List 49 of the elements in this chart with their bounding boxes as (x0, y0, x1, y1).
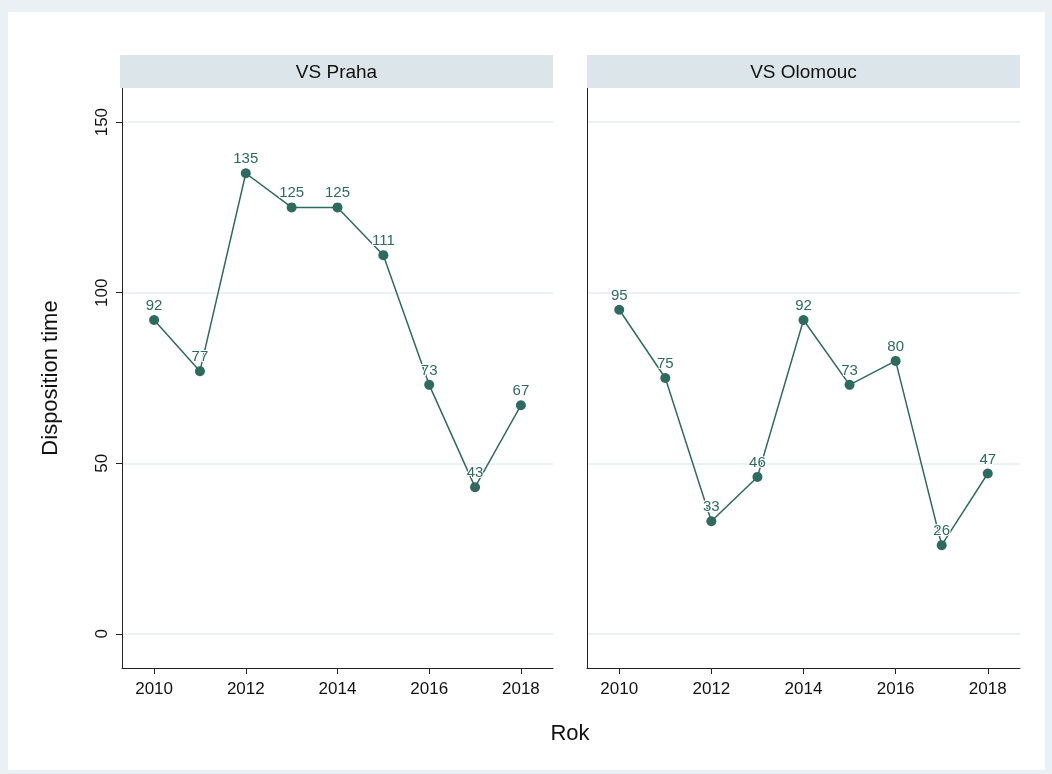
point (798, 315, 809, 325)
y-tick-label: 100 (92, 278, 111, 307)
point (470, 482, 481, 493)
chart-title: VS Praha (120, 55, 553, 88)
point (149, 315, 160, 325)
point (844, 379, 855, 390)
point (240, 168, 251, 179)
data-label: 125 (324, 183, 351, 201)
point (194, 366, 205, 377)
y-tick-label: 50 (92, 453, 111, 473)
x-tick-label: 2018 (501, 679, 540, 698)
data-label: 73 (841, 360, 858, 378)
x-axis-title: Rok (549, 720, 591, 746)
point (936, 540, 947, 551)
data-label: 95 (610, 285, 628, 303)
data-label: 92 (145, 296, 163, 313)
y-tick-label: 150 (92, 107, 111, 137)
chart-title: VS Olomouc (587, 55, 1020, 88)
x-tick-label: 2010 (135, 679, 174, 698)
data-label: 125 (279, 183, 305, 201)
data-label: 111 (371, 231, 395, 249)
x-tick-label: 2016 (876, 679, 915, 698)
x-tick-label: 2014 (318, 679, 357, 698)
point (515, 400, 526, 411)
x-tick-label: 2012 (692, 679, 731, 698)
data-label: 92 (795, 296, 812, 313)
point (424, 379, 435, 390)
y-tick-label: 0 (92, 629, 111, 639)
point (890, 355, 901, 366)
data-label: 67 (512, 381, 530, 399)
x-tick-label: 2016 (410, 679, 449, 698)
point (378, 250, 389, 261)
point (286, 202, 297, 213)
point (706, 516, 717, 527)
y-axis-title: Disposition time (36, 300, 62, 456)
data-label: 47 (979, 449, 997, 467)
data-label: 75 (656, 354, 674, 371)
point (660, 373, 671, 383)
x-tick-label: 2018 (968, 679, 1007, 698)
x-tick-label: 2014 (784, 679, 823, 698)
x-tick-label: 2010 (600, 679, 639, 698)
x-tick-label: 2012 (226, 679, 265, 698)
data-label: 43 (466, 463, 484, 481)
point (752, 471, 763, 482)
data-label: 80 (887, 336, 904, 354)
point (332, 202, 343, 213)
data-label: 135 (233, 149, 259, 167)
point (982, 468, 993, 479)
point (614, 304, 625, 315)
